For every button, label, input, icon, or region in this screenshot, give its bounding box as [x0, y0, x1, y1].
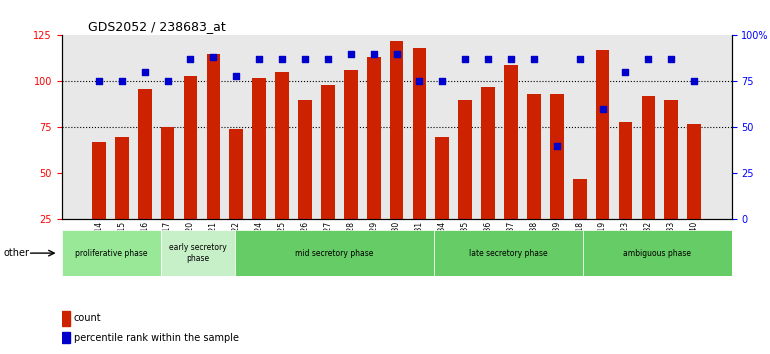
Text: proliferative phase: proliferative phase [75, 249, 148, 258]
Point [505, 57, 517, 62]
Point [299, 57, 311, 62]
Point [619, 69, 631, 75]
Text: GDS2052 / 238683_at: GDS2052 / 238683_at [89, 20, 226, 33]
Text: mid secretory phase: mid secretory phase [296, 249, 373, 258]
Point [482, 57, 494, 62]
FancyBboxPatch shape [161, 230, 236, 276]
Text: early secretory
phase: early secretory phase [169, 244, 227, 263]
Point [436, 79, 448, 84]
Bar [481, 87, 495, 266]
Point [574, 57, 586, 62]
Bar [138, 89, 152, 266]
Bar [253, 78, 266, 266]
Point [413, 79, 426, 84]
Point [253, 57, 266, 62]
Point [162, 79, 174, 84]
Bar [550, 94, 564, 266]
Text: late secretory phase: late secretory phase [469, 249, 547, 258]
Bar [92, 142, 105, 266]
Bar [229, 129, 243, 266]
Bar [665, 100, 678, 266]
Bar [183, 76, 197, 266]
Bar [527, 94, 541, 266]
Bar [62, 332, 69, 343]
Bar [573, 179, 587, 266]
Bar [321, 85, 335, 266]
Point [345, 51, 357, 57]
Bar [298, 100, 312, 266]
Point [207, 55, 219, 60]
Point [527, 57, 540, 62]
Bar [206, 54, 220, 266]
Bar [161, 127, 175, 266]
Point [688, 79, 701, 84]
Bar [504, 65, 518, 266]
Bar [688, 124, 701, 266]
Text: percentile rank within the sample: percentile rank within the sample [74, 332, 239, 343]
FancyBboxPatch shape [434, 230, 583, 276]
Point [642, 57, 654, 62]
Text: count: count [74, 313, 102, 323]
Point [459, 57, 471, 62]
Bar [618, 122, 632, 266]
Bar [344, 70, 357, 266]
Point [322, 57, 334, 62]
Bar [436, 137, 449, 266]
Bar [413, 48, 427, 266]
Point [276, 57, 288, 62]
Bar [641, 96, 655, 266]
Bar [390, 41, 403, 266]
Point [597, 106, 609, 112]
Point [665, 57, 678, 62]
Text: ambiguous phase: ambiguous phase [623, 249, 691, 258]
FancyBboxPatch shape [583, 230, 732, 276]
Point [116, 79, 128, 84]
FancyBboxPatch shape [62, 230, 161, 276]
Point [139, 69, 151, 75]
FancyBboxPatch shape [236, 230, 434, 276]
Point [367, 51, 380, 57]
Point [390, 51, 403, 57]
Bar [458, 100, 472, 266]
Bar [596, 50, 610, 266]
Bar [275, 72, 289, 266]
Bar [115, 137, 129, 266]
Bar [62, 311, 69, 326]
Point [230, 73, 243, 79]
Bar [367, 57, 380, 266]
Point [551, 143, 563, 149]
Text: other: other [3, 248, 29, 258]
Point [184, 57, 196, 62]
Point [92, 79, 105, 84]
